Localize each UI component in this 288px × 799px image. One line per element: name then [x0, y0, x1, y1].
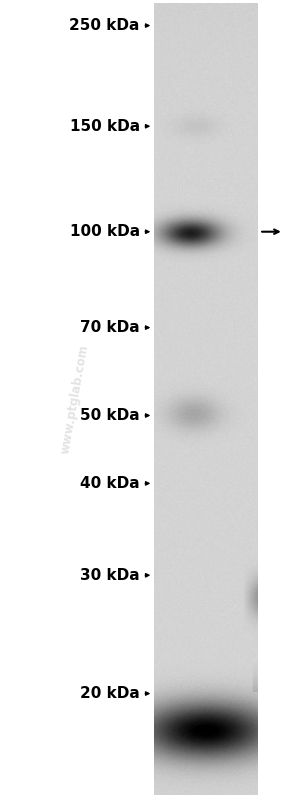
- Text: 100 kDa: 100 kDa: [70, 225, 140, 239]
- Text: 70 kDa: 70 kDa: [80, 320, 140, 335]
- Text: 20 kDa: 20 kDa: [80, 686, 140, 701]
- Text: 40 kDa: 40 kDa: [80, 476, 140, 491]
- Text: 150 kDa: 150 kDa: [70, 119, 140, 133]
- Text: 30 kDa: 30 kDa: [80, 568, 140, 582]
- Text: 250 kDa: 250 kDa: [69, 18, 140, 33]
- Text: 50 kDa: 50 kDa: [80, 408, 140, 423]
- Text: www.ptglab.com: www.ptglab.com: [59, 344, 91, 455]
